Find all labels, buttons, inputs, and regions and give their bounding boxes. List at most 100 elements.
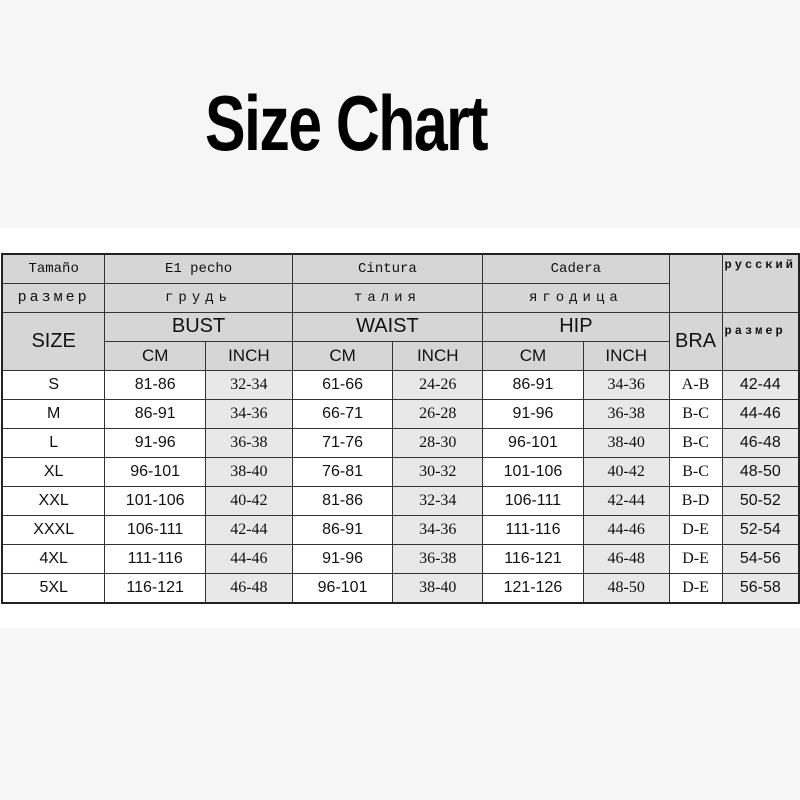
header-tamano: Tamaño	[1, 253, 106, 284]
cell-bust-inch: 42-44	[204, 514, 293, 545]
cell-bra: D-E	[668, 543, 723, 574]
cell-ru-size: 56-58	[721, 572, 800, 603]
size-chart-table: Tamaño E1 pecho Cintura Cadera русский р…	[1, 253, 800, 604]
cell-hip-cm: 86-91	[482, 369, 584, 400]
table-row: XL 96-101 38-40 76-81 30-32 101-106 40-42 B-C 48…	[1, 456, 800, 487]
cell-waist-inch: 28-30	[392, 427, 484, 458]
cell-bust-cm: 111-116	[104, 543, 206, 574]
cell-hip-cm: 91-96	[482, 398, 584, 429]
cell-size: 5XL	[1, 572, 106, 603]
cell-bra: A-B	[668, 369, 723, 400]
cell-size: S	[1, 369, 106, 400]
header-waist: WAIST	[291, 311, 484, 342]
cell-hip-inch: 38-40	[582, 427, 670, 458]
header-size: SIZE	[1, 311, 106, 371]
header-waist-cm: CM	[291, 340, 394, 371]
cell-ru-size: 42-44	[721, 369, 800, 400]
cell-waist-cm: 81-86	[291, 485, 394, 516]
cell-hip-cm: 121-126	[482, 572, 584, 603]
header-pecho: E1 pecho	[104, 253, 293, 284]
cell-ru-size: 48-50	[721, 456, 800, 487]
table-row: 4XL 111-116 44-46 91-96 36-38 116-121 46-48 D-E…	[1, 543, 800, 574]
header-taliya: талия	[291, 282, 484, 313]
cell-bust-inch: 32-34	[204, 369, 293, 400]
cell-size: L	[1, 427, 106, 458]
cell-ru-size: 52-54	[721, 514, 800, 545]
cell-hip-cm: 96-101	[482, 427, 584, 458]
table-row: XXXL 106-111 42-44 86-91 34-36 111-116 44-46 D-…	[1, 514, 800, 545]
header-blank	[668, 253, 723, 313]
header-hip-cm: CM	[482, 340, 584, 371]
cell-hip-inch: 34-36	[582, 369, 670, 400]
header-bra: BRA	[668, 311, 723, 371]
cell-hip-cm: 111-116	[482, 514, 584, 545]
cell-bust-cm: 91-96	[104, 427, 206, 458]
page-title: Size Chart	[205, 79, 488, 167]
cell-ru-size: 46-48	[721, 427, 800, 458]
cell-waist-inch: 26-28	[392, 398, 484, 429]
header-razmer: размер	[1, 282, 106, 313]
cell-bra: B-C	[668, 456, 723, 487]
cell-bra: B-C	[668, 427, 723, 458]
cell-waist-cm: 96-101	[291, 572, 394, 603]
cell-hip-inch: 44-46	[582, 514, 670, 545]
cell-bust-inch: 34-36	[204, 398, 293, 429]
cell-bust-cm: 106-111	[104, 514, 206, 545]
cell-bust-inch: 44-46	[204, 543, 293, 574]
header-yagoditsa: ягодица	[482, 282, 670, 313]
cell-waist-cm: 76-81	[291, 456, 394, 487]
cell-bust-inch: 40-42	[204, 485, 293, 516]
cell-waist-inch: 32-34	[392, 485, 484, 516]
cell-hip-inch: 36-38	[582, 398, 670, 429]
cell-waist-inch: 34-36	[392, 514, 484, 545]
cell-hip-cm: 101-106	[482, 456, 584, 487]
cell-waist-inch: 24-26	[392, 369, 484, 400]
cell-waist-inch: 36-38	[392, 543, 484, 574]
cell-ru-size: 44-46	[721, 398, 800, 429]
cell-ru-size: 54-56	[721, 543, 800, 574]
header-bust-inch: INCH	[204, 340, 293, 371]
cell-size: 4XL	[1, 543, 106, 574]
cell-hip-cm: 116-121	[482, 543, 584, 574]
cell-size: XL	[1, 456, 106, 487]
cell-bust-cm: 81-86	[104, 369, 206, 400]
cell-waist-cm: 61-66	[291, 369, 394, 400]
cell-hip-inch: 46-48	[582, 543, 670, 574]
cell-bust-cm: 116-121	[104, 572, 206, 603]
cell-hip-inch: 42-44	[582, 485, 670, 516]
cell-waist-cm: 71-76	[291, 427, 394, 458]
table-row: L 91-96 36-38 71-76 28-30 96-101 38-40 B-C 46-48	[1, 427, 800, 458]
cell-waist-cm: 86-91	[291, 514, 394, 545]
header-hip-inch: INCH	[582, 340, 670, 371]
cell-bra: D-E	[668, 514, 723, 545]
cell-bust-inch: 36-38	[204, 427, 293, 458]
table-row: XXL 101-106 40-42 81-86 32-34 106-111 42-44 B-D…	[1, 485, 800, 516]
cell-size: XXXL	[1, 514, 106, 545]
cell-waist-inch: 38-40	[392, 572, 484, 603]
cell-bra: B-C	[668, 398, 723, 429]
cell-hip-inch: 40-42	[582, 456, 670, 487]
cell-bra: D-E	[668, 572, 723, 603]
header-cadera: Cadera	[482, 253, 670, 284]
table-row: S 81-86 32-34 61-66 24-26 86-91 34-36 A-B 42-44	[1, 369, 800, 400]
cell-bust-inch: 46-48	[204, 572, 293, 603]
cell-bust-cm: 101-106	[104, 485, 206, 516]
cell-hip-inch: 48-50	[582, 572, 670, 603]
header-russian: русский	[721, 253, 800, 313]
cell-size: M	[1, 398, 106, 429]
cell-size: XXL	[1, 485, 106, 516]
cell-bust-cm: 86-91	[104, 398, 206, 429]
header-hip: HIP	[482, 311, 670, 342]
cell-waist-cm: 66-71	[291, 398, 394, 429]
cell-waist-inch: 30-32	[392, 456, 484, 487]
cell-bust-inch: 38-40	[204, 456, 293, 487]
cell-waist-cm: 91-96	[291, 543, 394, 574]
table-row: 5XL 116-121 46-48 96-101 38-40 121-126 48-50 D-…	[1, 572, 800, 603]
header-waist-inch: INCH	[392, 340, 484, 371]
cell-hip-cm: 106-111	[482, 485, 584, 516]
header-bust: BUST	[104, 311, 293, 342]
header-bust-cm: CM	[104, 340, 206, 371]
header-grud: грудь	[104, 282, 293, 313]
cell-bust-cm: 96-101	[104, 456, 206, 487]
header-cintura: Cintura	[291, 253, 484, 284]
